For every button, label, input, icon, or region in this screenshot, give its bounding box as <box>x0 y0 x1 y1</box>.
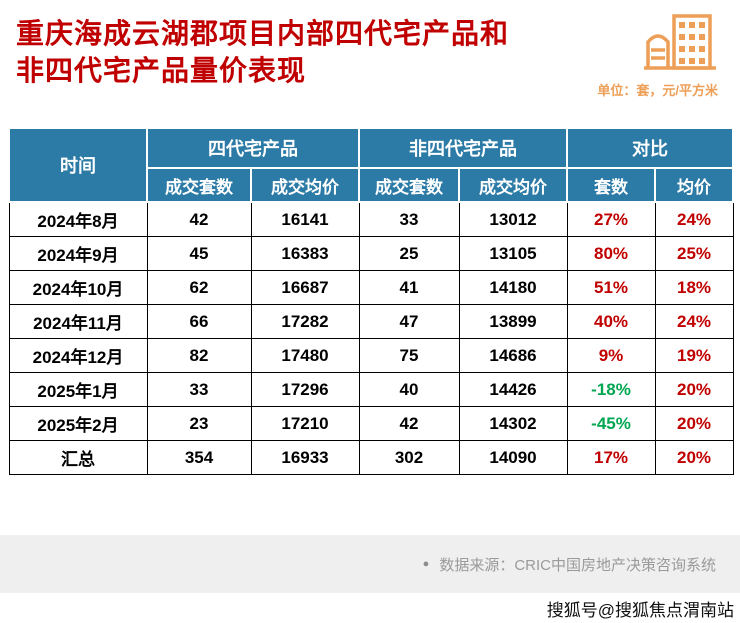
value-cell: 13899 <box>458 304 568 339</box>
page-title: 重庆海成云湖郡项目内部四代宅产品和 非四代宅产品量价表现 <box>16 16 509 90</box>
col-header-compare-price: 均价 <box>654 167 734 203</box>
compare-cell: 27% <box>566 201 656 237</box>
value-cell: 14090 <box>458 440 568 475</box>
value-cell: 354 <box>146 440 252 475</box>
compare-cell: 20% <box>654 372 734 407</box>
table-row: 2024年11月 66 17282 47 13899 40% 24% <box>8 304 734 339</box>
attribution: 搜狐号@搜狐焦点渭南站 <box>0 593 740 623</box>
col-header-gen4-units: 成交套数 <box>146 167 252 203</box>
value-cell: 16933 <box>250 440 360 475</box>
compare-cell: 80% <box>566 236 656 271</box>
value-cell: 41 <box>358 270 460 305</box>
value-cell: 16383 <box>250 236 360 271</box>
col-header-gen4-price: 成交均价 <box>250 167 360 203</box>
table-header: 时间 四代宅产品 非四代宅产品 对比 成交套数 成交均价 成交套数 成交均价 套… <box>8 127 734 203</box>
data-source-text: 数据来源：CRIC中国房地产决策咨询系统 <box>439 556 716 574</box>
time-cell: 2024年12月 <box>8 338 148 373</box>
compare-cell: 51% <box>566 270 656 305</box>
value-cell: 42 <box>358 406 460 441</box>
compare-cell: -45% <box>566 406 656 441</box>
value-cell: 75 <box>358 338 460 373</box>
value-cell: 62 <box>146 270 252 305</box>
value-cell: 47 <box>358 304 460 339</box>
time-cell: 汇总 <box>8 440 148 475</box>
table-row: 2025年1月 33 17296 40 14426 -18% 20% <box>8 372 734 407</box>
bullet-icon: ● <box>422 558 430 570</box>
value-cell: 25 <box>358 236 460 271</box>
table-row: 2024年9月 45 16383 25 13105 80% 25% <box>8 236 734 271</box>
col-group-gen4: 四代宅产品 <box>146 127 360 169</box>
compare-cell: 18% <box>654 270 734 305</box>
value-cell: 13105 <box>458 236 568 271</box>
table-row: 2024年10月 62 16687 41 14180 51% 18% <box>8 270 734 305</box>
col-group-compare: 对比 <box>566 127 734 169</box>
value-cell: 45 <box>146 236 252 271</box>
value-cell: 17480 <box>250 338 360 373</box>
col-group-non-gen4: 非四代宅产品 <box>358 127 568 169</box>
price-volume-table: 时间 四代宅产品 非四代宅产品 对比 成交套数 成交均价 成交套数 成交均价 套… <box>8 127 734 475</box>
compare-cell: 24% <box>654 201 734 237</box>
value-cell: 16141 <box>250 201 360 237</box>
time-cell: 2025年2月 <box>8 406 148 441</box>
value-cell: 16687 <box>250 270 360 305</box>
compare-cell: 9% <box>566 338 656 373</box>
table-body: 2024年8月 42 16141 33 13012 27% 24% 2024年9月 45 1638… <box>8 201 734 475</box>
compare-cell: 40% <box>566 304 656 339</box>
value-cell: 33 <box>146 372 252 407</box>
building-icon <box>644 14 716 70</box>
title-line-2: 非四代宅产品量价表现 <box>16 54 307 86</box>
time-cell: 2024年9月 <box>8 236 148 271</box>
compare-cell: 17% <box>566 440 656 475</box>
value-cell: 66 <box>146 304 252 339</box>
time-cell: 2024年8月 <box>8 201 148 237</box>
value-cell: 17296 <box>250 372 360 407</box>
value-cell: 14302 <box>458 406 568 441</box>
table-row: 2025年2月 23 17210 42 14302 -45% 20% <box>8 406 734 441</box>
table-row: 汇总 354 16933 302 14090 17% 20% <box>8 440 734 475</box>
value-cell: 23 <box>146 406 252 441</box>
table-row: 2024年8月 42 16141 33 13012 27% 24% <box>8 201 734 237</box>
compare-cell: 19% <box>654 338 734 373</box>
value-cell: 33 <box>358 201 460 237</box>
col-header-non-price: 成交均价 <box>458 167 568 203</box>
compare-cell: 25% <box>654 236 734 271</box>
value-cell: 17282 <box>250 304 360 339</box>
compare-cell: -18% <box>566 372 656 407</box>
value-cell: 17210 <box>250 406 360 441</box>
col-header-non-units: 成交套数 <box>358 167 460 203</box>
time-cell: 2024年11月 <box>8 304 148 339</box>
value-cell: 302 <box>358 440 460 475</box>
header-sub-row: 成交套数 成交均价 成交套数 成交均价 套数 均价 <box>9 167 734 203</box>
value-cell: 14180 <box>458 270 568 305</box>
time-cell: 2025年1月 <box>8 372 148 407</box>
time-cell: 2024年10月 <box>8 270 148 305</box>
value-cell: 13012 <box>458 201 568 237</box>
table-row: 2024年12月 82 17480 75 14686 9% 19% <box>8 338 734 373</box>
unit-label: 单位：套，元/平方米 <box>597 83 718 98</box>
brand-block: 单位：套，元/平方米 <box>597 10 718 99</box>
value-cell: 14686 <box>458 338 568 373</box>
compare-cell: 24% <box>654 304 734 339</box>
col-header-time: 时间 <box>8 127 148 203</box>
title-line-1: 重庆海成云湖郡项目内部四代宅产品和 <box>16 18 510 49</box>
compare-cell: 20% <box>654 440 734 475</box>
header-group-row: 时间 四代宅产品 非四代宅产品 对比 <box>8 127 734 203</box>
col-header-compare-units: 套数 <box>566 167 656 203</box>
value-cell: 82 <box>146 338 252 373</box>
value-cell: 40 <box>358 372 460 407</box>
value-cell: 14426 <box>458 372 568 407</box>
source-band: ● 数据来源：CRIC中国房地产决策咨询系统 <box>0 535 740 593</box>
value-cell: 42 <box>146 201 252 237</box>
compare-cell: 20% <box>654 406 734 441</box>
